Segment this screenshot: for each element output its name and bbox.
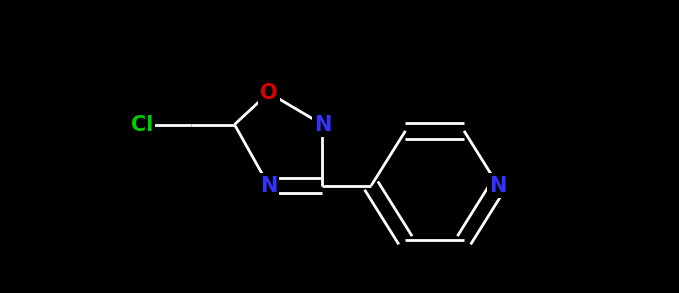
Text: N: N: [260, 176, 278, 195]
Text: N: N: [490, 176, 507, 195]
Text: N: N: [314, 115, 331, 134]
Text: O: O: [260, 83, 278, 103]
Text: Cl: Cl: [130, 115, 153, 134]
